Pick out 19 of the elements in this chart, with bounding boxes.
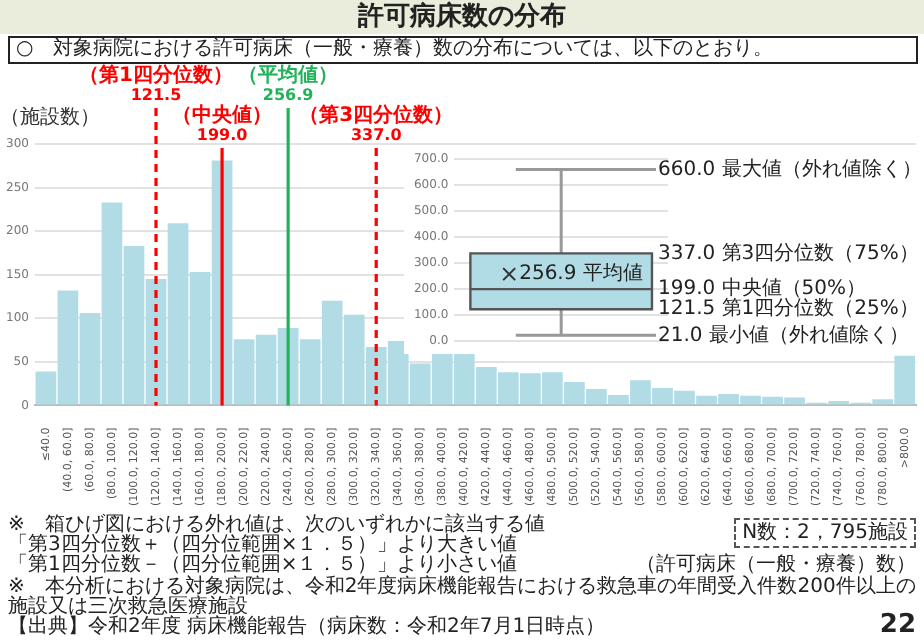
annotation: 21.0 最小値（外れ値除く） [657, 322, 909, 347]
text: ※ 箱ひげ図における外れ値は、次のいずれかに該当する値 [8, 514, 545, 536]
annotation: 256.9 平均値 [519, 261, 643, 286]
text: 【出典】令和2年度 病床機能報告（病床数：令和2年7月1日時点） [8, 616, 606, 638]
ref-line-label: （平均値） 256.9 [238, 63, 339, 105]
text: 「第1四分位数－（四分位範囲×１．５）」より小さい値 [8, 554, 520, 576]
text: 「第3四分位数＋（四分位範囲×１．５）」より大きい値 [8, 534, 520, 556]
chart-title: 許可病床数の分布 [0, 0, 924, 34]
ref-line-label: （第3四分位数） 337.0 [299, 103, 454, 145]
chart-subtitle: ○ 対象病院における許可病床（一般・療養）数の分布については、以下のとおり。 [8, 36, 918, 64]
x-axis-title: （許可病床（一般・療養）数） [636, 554, 916, 576]
annotation: 337.0 第3四分位数（75%） [657, 240, 919, 265]
ref-line-label: （第1四分位数） 121.5 [79, 63, 233, 105]
y-axis-title: （施設数） [0, 105, 100, 130]
annotation: 660.0 最大値（外れ値除く） [657, 156, 922, 181]
annotation: 199.0 中央値（50%） [657, 276, 867, 301]
annotation: 121.5 第1四分位数（25%） [657, 296, 919, 321]
text: N数：2，795施設 [734, 518, 916, 548]
ref-line-label: （中央値） 199.0 [172, 103, 273, 145]
